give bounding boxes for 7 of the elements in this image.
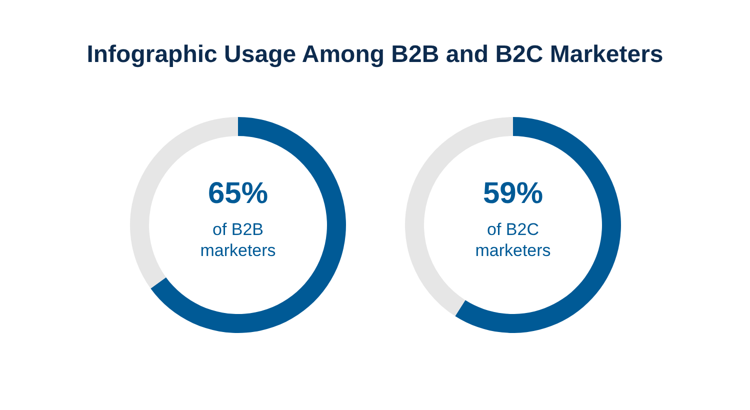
donut-slice	[150, 117, 346, 333]
text: of B2B marketers	[200, 220, 276, 260]
data-label: 59%	[482, 177, 544, 210]
text: of B2C marketers	[475, 220, 551, 260]
data-label: 65%	[208, 177, 268, 210]
chart-title: Infographic Usage Among B2B and B2C Marketers	[86, 41, 664, 68]
donut-slice	[455, 117, 621, 333]
